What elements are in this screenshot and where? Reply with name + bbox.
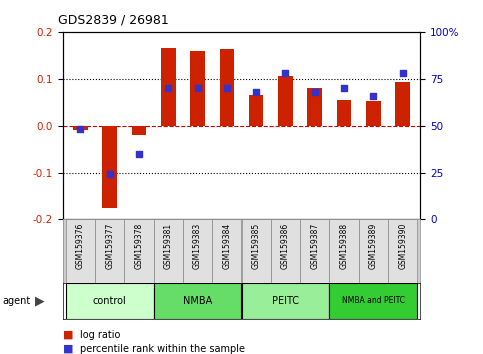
Text: ■: ■ xyxy=(63,330,73,339)
Text: GSM159376: GSM159376 xyxy=(76,223,85,269)
Text: NMBA: NMBA xyxy=(183,296,212,306)
Point xyxy=(76,127,84,132)
Bar xyxy=(212,219,242,283)
Text: GSM159383: GSM159383 xyxy=(193,223,202,269)
Bar xyxy=(154,283,242,319)
Text: GSM159387: GSM159387 xyxy=(310,223,319,269)
Text: log ratio: log ratio xyxy=(80,330,120,339)
Point xyxy=(194,85,201,91)
Point xyxy=(369,93,377,98)
Text: GSM159384: GSM159384 xyxy=(222,223,231,269)
Text: GSM159381: GSM159381 xyxy=(164,223,173,269)
Bar xyxy=(242,283,329,319)
Point xyxy=(135,151,143,156)
Text: GSM159390: GSM159390 xyxy=(398,223,407,269)
Text: percentile rank within the sample: percentile rank within the sample xyxy=(80,344,245,354)
Text: PEITC: PEITC xyxy=(272,296,299,306)
Text: ▶: ▶ xyxy=(35,295,44,307)
Point xyxy=(282,70,289,76)
Bar xyxy=(183,219,212,283)
Bar xyxy=(161,48,176,126)
Bar xyxy=(307,88,322,126)
Bar xyxy=(271,219,300,283)
Bar xyxy=(395,82,410,126)
Bar xyxy=(102,126,117,208)
Bar xyxy=(154,219,183,283)
Bar xyxy=(73,126,88,130)
Text: GSM159388: GSM159388 xyxy=(340,223,349,269)
Bar xyxy=(329,283,417,319)
Point xyxy=(340,85,348,91)
Bar xyxy=(329,219,359,283)
Bar xyxy=(66,219,95,283)
Text: agent: agent xyxy=(2,296,30,306)
Bar xyxy=(95,219,124,283)
Text: GSM159389: GSM159389 xyxy=(369,223,378,269)
Bar xyxy=(132,126,146,135)
Point xyxy=(164,85,172,91)
Point xyxy=(106,172,114,177)
Bar xyxy=(249,95,263,126)
Text: GSM159378: GSM159378 xyxy=(134,223,143,269)
Text: NMBA and PEITC: NMBA and PEITC xyxy=(342,296,405,306)
Bar xyxy=(220,49,234,126)
Bar xyxy=(359,219,388,283)
Bar xyxy=(278,76,293,126)
Point xyxy=(252,89,260,95)
Text: GSM159377: GSM159377 xyxy=(105,223,114,269)
Text: ■: ■ xyxy=(63,344,73,354)
Point xyxy=(311,89,319,95)
Text: GSM159386: GSM159386 xyxy=(281,223,290,269)
Point xyxy=(399,70,407,76)
Bar xyxy=(300,219,329,283)
Bar xyxy=(388,219,417,283)
Bar xyxy=(366,101,381,126)
Point xyxy=(223,85,231,91)
Text: GSM159385: GSM159385 xyxy=(252,223,261,269)
Bar xyxy=(337,100,351,126)
Text: control: control xyxy=(93,296,127,306)
Bar xyxy=(124,219,154,283)
Bar xyxy=(242,219,271,283)
Bar xyxy=(66,283,154,319)
Bar xyxy=(190,51,205,126)
Text: GDS2839 / 26981: GDS2839 / 26981 xyxy=(58,13,169,27)
